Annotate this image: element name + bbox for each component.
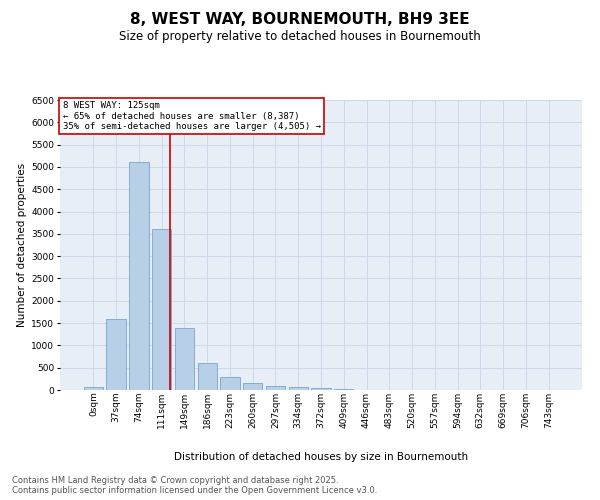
Text: Size of property relative to detached houses in Bournemouth: Size of property relative to detached ho… [119,30,481,43]
Bar [311,388,331,390]
Bar [334,389,353,390]
Bar [243,384,262,390]
Text: Distribution of detached houses by size in Bournemouth: Distribution of detached houses by size … [174,452,468,462]
Bar [220,376,239,390]
Bar [266,386,285,390]
Text: Contains HM Land Registry data © Crown copyright and database right 2025.: Contains HM Land Registry data © Crown c… [12,476,338,485]
Bar [106,318,126,390]
Bar [175,328,194,390]
Bar [84,386,103,390]
Bar [289,386,308,390]
Bar [197,363,217,390]
Bar [129,162,149,390]
Text: 8, WEST WAY, BOURNEMOUTH, BH9 3EE: 8, WEST WAY, BOURNEMOUTH, BH9 3EE [130,12,470,28]
Y-axis label: Number of detached properties: Number of detached properties [17,163,27,327]
Bar [152,230,172,390]
Text: 8 WEST WAY: 125sqm
← 65% of detached houses are smaller (8,387)
35% of semi-deta: 8 WEST WAY: 125sqm ← 65% of detached hou… [62,102,320,132]
Text: Contains public sector information licensed under the Open Government Licence v3: Contains public sector information licen… [12,486,377,495]
